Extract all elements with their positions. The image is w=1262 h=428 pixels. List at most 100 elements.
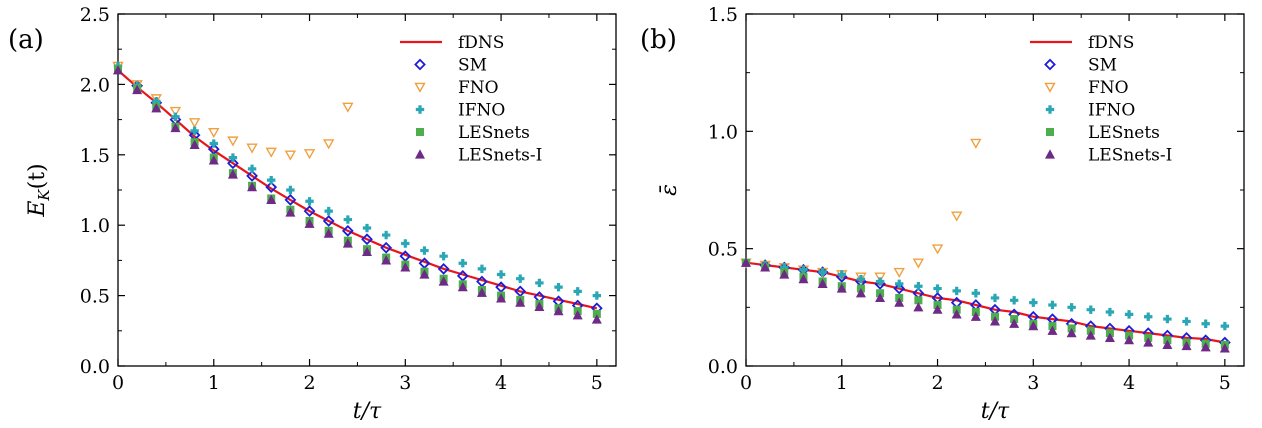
data-point — [970, 311, 981, 321]
data-point — [931, 244, 944, 255]
data-point — [267, 175, 276, 185]
data-point — [401, 239, 410, 248]
data-point — [818, 267, 827, 277]
y-tick-label: 1.5 — [708, 4, 738, 26]
y-tick-label: 2.0 — [80, 74, 110, 96]
legend-label: fDNS — [1088, 33, 1134, 53]
data-point — [913, 302, 924, 312]
data-point — [1182, 317, 1191, 326]
legend-marker — [1044, 149, 1056, 159]
x-tick-label: 1 — [208, 372, 220, 394]
data-point — [362, 223, 372, 233]
data-point — [169, 106, 182, 117]
y-tick-label: 1.0 — [708, 121, 738, 143]
data-point — [227, 136, 239, 147]
legend-marker — [1045, 105, 1055, 114]
data-point — [341, 224, 354, 237]
y-tick-label: 0.5 — [708, 239, 738, 261]
data-point — [591, 314, 602, 324]
series-fdns — [117, 69, 598, 310]
data-point — [112, 65, 124, 75]
data-point — [227, 157, 239, 170]
data-point — [342, 238, 353, 248]
data-point — [227, 169, 238, 179]
data-point — [893, 267, 905, 278]
x-tick-label: 4 — [1123, 372, 1135, 394]
data-point — [1144, 312, 1153, 321]
data-point — [875, 292, 886, 303]
y-tick-label: 0.0 — [80, 356, 110, 378]
data-point — [1200, 341, 1211, 352]
data-point — [1220, 321, 1230, 331]
data-point — [419, 269, 430, 279]
data-point — [875, 277, 885, 286]
series-ifno — [741, 258, 1230, 331]
series-line — [745, 261, 1225, 344]
data-point — [305, 197, 314, 206]
data-point — [837, 270, 846, 279]
data-point — [1009, 318, 1020, 328]
data-point — [893, 282, 906, 295]
data-point — [496, 270, 506, 279]
y-axis-label-tail: (t) — [25, 163, 50, 189]
data-point — [380, 241, 393, 254]
data-point — [246, 170, 258, 182]
data-point — [170, 122, 181, 133]
data-point — [361, 233, 373, 246]
legend-label: SM — [1088, 56, 1117, 76]
data-point — [1219, 343, 1230, 353]
data-point — [895, 279, 904, 289]
data-point — [1162, 339, 1173, 349]
data-point — [535, 278, 544, 288]
data-point — [989, 316, 1001, 326]
data-point — [303, 149, 316, 160]
y-axis-label: EK(t) — [25, 163, 53, 217]
data-point — [152, 97, 161, 106]
chart-panel-a: 0 1 2 3 4 5 0.0 0.5 1.0 1.5 2.0 2.5 t/τ EK(t) (a) fDNS S… — [8, 4, 617, 424]
data-point — [740, 257, 752, 267]
data-point — [1124, 334, 1135, 345]
data-point — [951, 309, 962, 319]
data-point — [190, 126, 199, 136]
data-point — [477, 264, 487, 274]
series-line — [117, 69, 598, 310]
data-point — [265, 181, 278, 194]
data-point — [1028, 320, 1039, 331]
data-point — [342, 102, 354, 113]
y-tick-label: 1.0 — [80, 215, 110, 237]
data-point — [343, 215, 353, 224]
data-point — [439, 251, 448, 261]
legend-label: fDNS — [458, 33, 504, 53]
legend-label: LESnets — [1088, 123, 1160, 143]
data-point — [189, 139, 200, 150]
data-point — [208, 155, 219, 165]
data-point — [304, 218, 315, 228]
y-tick-label: 0.0 — [708, 356, 738, 378]
x-tick-label: 0 — [112, 372, 124, 394]
legend-label: IFNO — [458, 101, 505, 121]
y-axis-label-main: E — [25, 201, 50, 218]
data-point — [322, 215, 335, 227]
legend-marker — [1044, 58, 1056, 71]
data-point — [932, 304, 943, 314]
legend-marker — [1044, 82, 1056, 93]
data-point — [855, 272, 867, 283]
y-axis-label-sub: K — [35, 189, 53, 202]
data-point — [247, 164, 257, 174]
data-point — [1201, 319, 1210, 328]
series-lesnets-i — [112, 65, 602, 324]
x-tick-label: 5 — [591, 372, 603, 394]
series-fno — [112, 61, 354, 161]
data-point — [798, 273, 809, 284]
series-fno — [740, 138, 982, 283]
data-point — [209, 139, 218, 148]
legend-label: FNO — [458, 78, 499, 98]
data-point — [1067, 303, 1076, 312]
data-point — [554, 282, 563, 292]
data-point — [592, 309, 601, 318]
y-axis-label: ε̄ — [657, 184, 682, 196]
data-point — [381, 255, 392, 265]
data-point — [285, 207, 296, 217]
